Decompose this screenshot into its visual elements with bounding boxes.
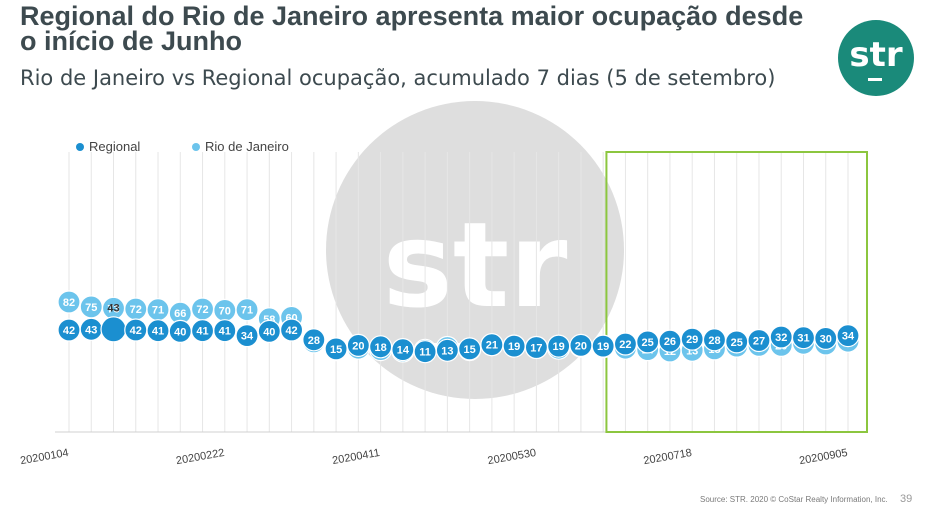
chart-marks: 8275737271667270715860251416141213171421… xyxy=(57,290,860,364)
regional-point xyxy=(814,326,838,350)
regional-data-label: 30 xyxy=(820,333,832,345)
chart-legend: Regional Rio de Janeiro xyxy=(76,139,289,154)
rio-data-label: 73 xyxy=(107,303,119,315)
regional-point xyxy=(836,324,860,348)
regional-data-label: 21 xyxy=(486,340,498,352)
regional-data-label: 13 xyxy=(441,345,453,357)
highlight-box xyxy=(605,151,869,433)
regional-point xyxy=(302,328,326,352)
regional-point xyxy=(279,318,304,342)
regional-data-label: 42 xyxy=(285,325,297,337)
regional-data-label: 42 xyxy=(130,325,142,337)
regional-data-label: 34 xyxy=(241,331,254,343)
x-tick-label: 20200718 xyxy=(643,447,693,467)
occupancy-chart: Regional Rio de Janeiro 82 75 73 72 71 66 72 70 7… xyxy=(19,139,869,467)
regional-data-label: 20 xyxy=(575,340,587,352)
rio-data-label: 72 xyxy=(130,304,142,316)
rio-data-label: 72 xyxy=(196,304,208,316)
regional-data-label: 15 xyxy=(330,344,342,356)
logo-text: str xyxy=(849,35,903,75)
regional-point xyxy=(213,319,237,343)
chart-grid xyxy=(68,152,849,432)
regional-data-label: 28 xyxy=(308,335,320,347)
regional-data-label: 31 xyxy=(797,333,809,345)
regional-data-label: 27 xyxy=(753,336,765,348)
legend-label: Regional xyxy=(89,139,140,154)
regional-data-label: 20 xyxy=(352,340,364,352)
rio-data-label: 66 xyxy=(174,308,186,320)
legend-marker xyxy=(192,143,200,151)
rio-data-label: 71 xyxy=(152,305,164,317)
page-subtitle: Rio de Janeiro vs Regional ocupação, acu… xyxy=(20,66,776,90)
x-tick-label: 20200104 xyxy=(19,447,69,467)
regional-data-label: 15 xyxy=(464,344,476,356)
x-tick-label: 20200530 xyxy=(487,447,537,467)
rio-data-label: 70 xyxy=(219,305,231,317)
regional-point xyxy=(100,316,127,343)
regional-data-label: 29 xyxy=(686,334,698,346)
logo-underline xyxy=(868,78,882,81)
regional-data-label: 32 xyxy=(775,332,787,344)
source-note: Source: STR. 2020 © CoStar Realty Inform… xyxy=(700,495,888,504)
regional-data-label: 19 xyxy=(553,341,565,353)
page-number: 39 xyxy=(900,493,913,505)
regional-data-label: 40 xyxy=(263,326,275,338)
regional-data-label: 25 xyxy=(642,337,654,349)
regional-point xyxy=(369,335,393,359)
regional-data-label: 14 xyxy=(397,345,410,357)
regional-point xyxy=(458,337,482,361)
regional-data-label: 17 xyxy=(530,343,542,355)
regional-data-label: 40 xyxy=(174,326,186,338)
regional-data-label: 43 xyxy=(85,324,97,336)
rio-data-label: 71 xyxy=(241,305,253,317)
legend-label: Rio de Janeiro xyxy=(205,139,289,154)
regional-data-label: 26 xyxy=(664,336,676,348)
regional-data-label: 41 xyxy=(219,326,231,338)
regional-data-label: 22 xyxy=(619,339,631,351)
regional-data-label: 11 xyxy=(419,347,431,359)
str-logo: str xyxy=(838,20,914,96)
rio-point xyxy=(235,298,259,322)
regional-data-label: 18 xyxy=(374,342,386,354)
regional-data-label: 41 xyxy=(196,326,208,338)
rio-data-label: 82 xyxy=(63,297,75,309)
x-tick-label: 20200905 xyxy=(798,447,848,467)
regional-data-label: 42 xyxy=(63,325,75,337)
regional-data-label: 19 xyxy=(508,341,520,353)
regional-point xyxy=(324,337,348,361)
x-tick-label: 20200411 xyxy=(331,447,380,467)
regional-data-label: 25 xyxy=(731,337,743,349)
regional-data-label: 28 xyxy=(708,335,720,347)
rio-data-label: 75 xyxy=(85,302,97,314)
x-axis-ticks: 20200104 20200222 20200411 20200530 20200718… xyxy=(19,447,848,467)
regional-data-label: 34 xyxy=(842,331,855,343)
regional-data-label: 19 xyxy=(597,341,609,353)
annotation-label: 43 xyxy=(107,302,119,314)
page-title: Regional do Rio de Janeiro apresenta mai… xyxy=(20,1,804,56)
rio-point xyxy=(57,290,81,314)
regional-data-label: 41 xyxy=(152,326,164,338)
x-tick-label: 20200222 xyxy=(175,447,225,467)
legend-marker xyxy=(76,143,84,151)
regional-point xyxy=(235,324,259,348)
regional-point xyxy=(747,328,771,353)
